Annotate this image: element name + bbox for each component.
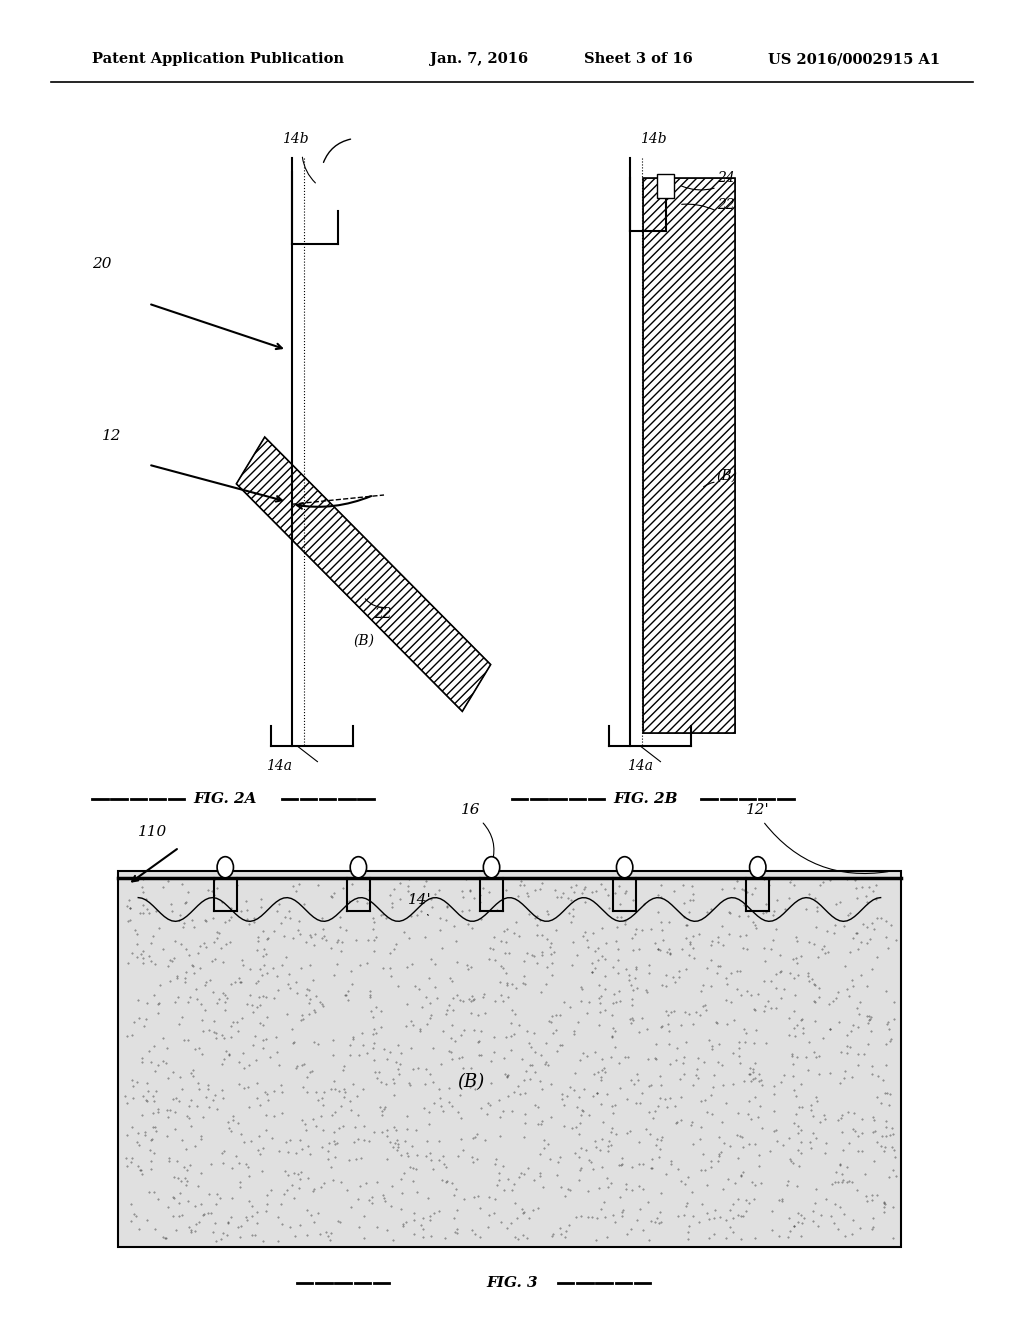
Text: 14a: 14a	[266, 759, 292, 772]
Text: 12': 12'	[745, 804, 770, 817]
Text: 110: 110	[138, 825, 168, 838]
Text: 24: 24	[717, 172, 734, 185]
Text: US 2016/0002915 A1: US 2016/0002915 A1	[768, 53, 940, 66]
Polygon shape	[237, 437, 490, 711]
Text: 14b: 14b	[640, 132, 667, 145]
Text: 14a: 14a	[627, 759, 652, 772]
Text: FIG. 2A: FIG. 2A	[194, 792, 257, 805]
Polygon shape	[643, 178, 735, 733]
Text: FIG. 3: FIG. 3	[486, 1276, 538, 1290]
Circle shape	[350, 857, 367, 878]
Bar	[657, 174, 674, 198]
Text: 20: 20	[92, 257, 112, 271]
Text: 22: 22	[717, 198, 734, 211]
Circle shape	[217, 857, 233, 878]
Circle shape	[483, 857, 500, 878]
Text: 22: 22	[374, 607, 391, 620]
Text: 14b: 14b	[282, 132, 308, 145]
Text: (B): (B)	[717, 469, 738, 482]
Text: Sheet 3 of 16: Sheet 3 of 16	[584, 53, 692, 66]
Text: Jan. 7, 2016: Jan. 7, 2016	[430, 53, 528, 66]
Text: 12: 12	[102, 429, 122, 442]
Text: (B): (B)	[353, 634, 375, 647]
Text: 14': 14'	[408, 894, 432, 907]
Text: (B): (B)	[458, 1073, 484, 1092]
Circle shape	[750, 857, 766, 878]
Bar	[118, 871, 901, 1247]
Text: FIG. 2B: FIG. 2B	[613, 792, 677, 805]
Circle shape	[616, 857, 633, 878]
Text: 16: 16	[461, 804, 481, 817]
Text: Patent Application Publication: Patent Application Publication	[92, 53, 344, 66]
